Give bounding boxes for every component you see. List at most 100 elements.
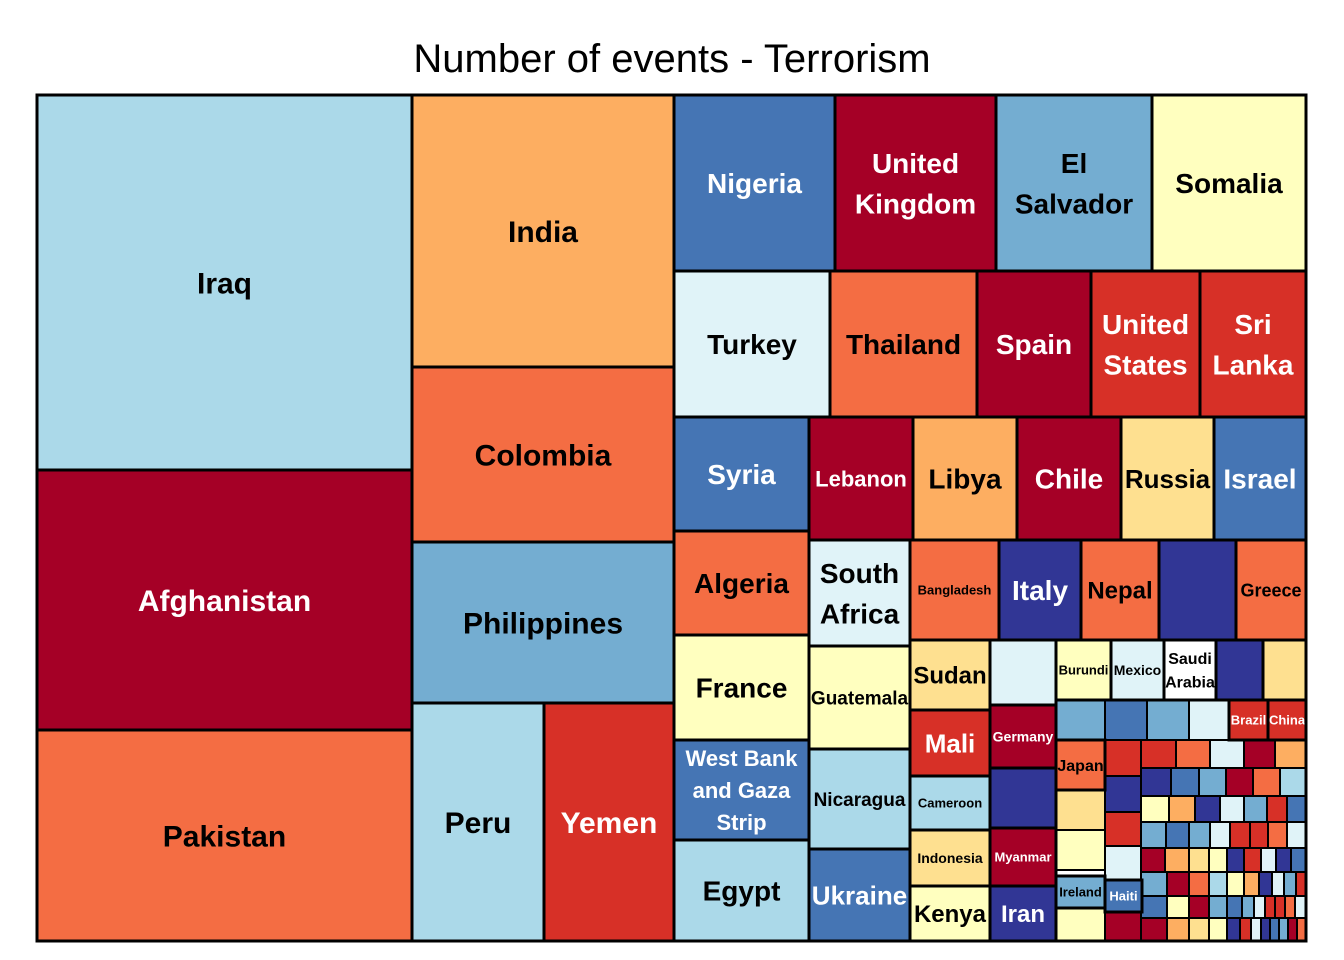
tile-label-el-salvador: El Salvador [1015, 148, 1133, 220]
small-tile [1055, 699, 1106, 741]
small-tile [1243, 739, 1276, 769]
small-tile [1140, 847, 1166, 873]
small-tile [1258, 871, 1273, 897]
small-tile [1188, 895, 1210, 919]
tile-label-ukraine: Ukraine [812, 880, 907, 910]
small-tile [1241, 895, 1255, 919]
tile-label-bangladesh: Bangladesh [918, 583, 992, 598]
tile-algeria [672, 529, 811, 637]
small-tile [1209, 739, 1245, 769]
small-tile [1274, 895, 1286, 919]
tile-label-nicaragua: Nicaragua [814, 790, 906, 811]
small-tile [1208, 847, 1228, 873]
small-tile [1188, 871, 1210, 897]
small-tile [1226, 895, 1243, 919]
small-tile [1170, 767, 1200, 797]
tile-brazil [1227, 698, 1270, 742]
tile-label-nepal: Nepal [1087, 578, 1152, 605]
tile-label-india: India [508, 216, 578, 249]
tile-myanmar [988, 826, 1058, 888]
small-tile [1164, 847, 1190, 873]
tile-label-turkey: Turkey [707, 329, 797, 360]
tile-bangladesh [908, 538, 1001, 642]
tile-label-brazil: Brazil [1231, 713, 1266, 728]
tile-label-iraq: Iraq [197, 267, 252, 300]
tile-label-iran: Iran [1001, 901, 1045, 928]
tile-label-burundi: Burundi [1059, 663, 1109, 678]
small-tile [1055, 829, 1106, 871]
tile-label-colombia: Colombia [475, 439, 612, 472]
tile-mexico [1109, 638, 1166, 702]
tile-label-algeria: Algeria [694, 568, 789, 599]
small-tile [1140, 895, 1168, 919]
small-tile [1104, 699, 1148, 741]
tile-lebanon [807, 415, 915, 542]
tile-label-kenya: Kenya [914, 901, 987, 928]
tile-kenya [908, 884, 992, 943]
small-tile [1104, 775, 1142, 813]
tile-burundi [1054, 638, 1113, 702]
tile-label-sudan: Sudan [913, 663, 986, 690]
small-tile [1286, 821, 1307, 849]
tile-unlabeled [1157, 538, 1238, 642]
small-tile [1250, 917, 1262, 942]
small-tile [1264, 895, 1276, 919]
small-tile [1283, 871, 1297, 897]
treemap-frame [35, 93, 1308, 943]
tile-ukraine [807, 847, 912, 943]
tile-unlabeled [1214, 638, 1265, 702]
small-tile [1278, 917, 1289, 942]
small-tile [1166, 871, 1190, 897]
tile-united-kingdom [833, 93, 998, 273]
tile-label-mexico: Mexico [1114, 662, 1161, 678]
tile-iran [988, 884, 1058, 943]
tile-label-syria: Syria [707, 459, 776, 490]
small-tile [1146, 699, 1190, 741]
tile-label-japan: Japan [1057, 758, 1103, 775]
tile-label-ireland: Ireland [1059, 885, 1102, 900]
small-tile [1104, 845, 1142, 881]
small-tile [1140, 739, 1177, 769]
tile-unlabeled [1261, 638, 1308, 702]
small-tile [1194, 795, 1221, 823]
tile-label-israel: Israel [1223, 464, 1296, 495]
tile-colombia [410, 365, 676, 544]
tile-unlabeled [988, 638, 1058, 707]
tile-label-italy: Italy [1012, 575, 1068, 606]
chart-title: Number of events - Terrorism [413, 37, 931, 81]
tile-label-cameroon: Cameroon [918, 796, 982, 811]
tile-label-china: China [1269, 713, 1306, 728]
small-tile [1188, 699, 1230, 741]
small-tile [1226, 871, 1245, 897]
tile-label-pakistan: Pakistan [163, 820, 286, 853]
small-tile [1188, 847, 1210, 873]
small-tile [1140, 767, 1172, 797]
small-tile [1198, 767, 1227, 797]
tile-label-saudi-arabia: Saudi Arabia [1165, 651, 1215, 691]
small-tile [1188, 821, 1211, 849]
small-tile [1243, 795, 1268, 823]
tile-syria [672, 415, 811, 533]
small-tile [1226, 847, 1245, 873]
small-tile [1275, 847, 1292, 873]
tile-label-somalia: Somalia [1175, 168, 1283, 199]
tile-label-philippines: Philippines [463, 607, 623, 640]
small-tile [1104, 739, 1142, 777]
tile-philippines [410, 540, 676, 705]
small-tile [1267, 821, 1288, 849]
small-tile [1055, 789, 1106, 831]
tile-label-lebanon: Lebanon [815, 466, 907, 491]
small-tile [1140, 917, 1168, 942]
tile-label-libya: Libya [928, 464, 1002, 495]
tile-label-germany: Germany [993, 729, 1054, 745]
tile-unlabeled [988, 766, 1058, 830]
tile-label-spain: Spain [996, 329, 1072, 360]
small-tile [1279, 767, 1307, 797]
tile-el-salvador [994, 93, 1154, 273]
tile-sri-lanka [1198, 269, 1308, 419]
small-tile [1290, 847, 1307, 873]
small-tile [1249, 821, 1269, 849]
tile-label-sri-lanka: Sri Lanka [1213, 309, 1294, 381]
small-tile [1104, 811, 1142, 847]
